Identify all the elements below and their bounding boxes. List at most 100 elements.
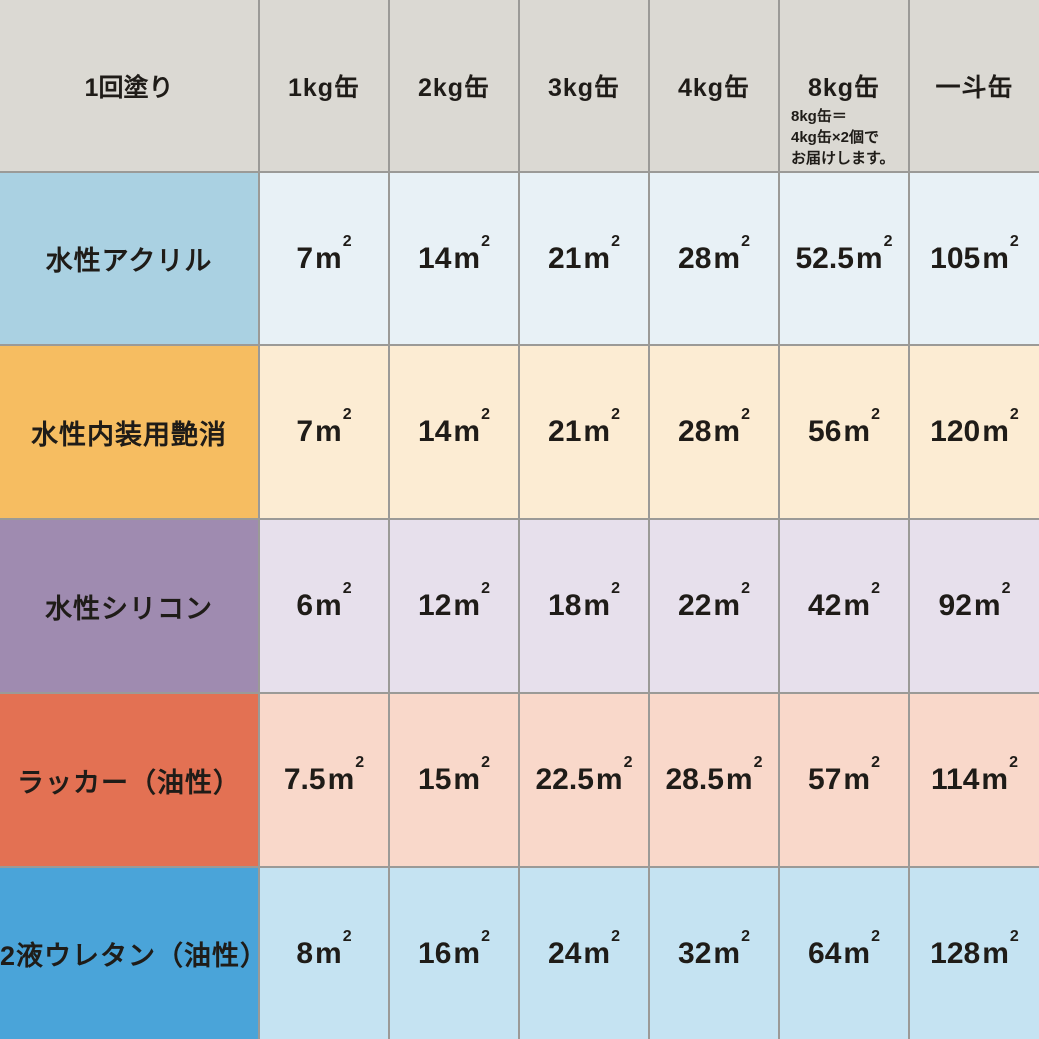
unit-sqm: m2 bbox=[583, 232, 620, 275]
header-cell-4kg: 4kg缶 bbox=[650, 0, 778, 171]
value-cell: 21 m2 bbox=[520, 173, 648, 344]
coverage-value: 128 bbox=[930, 936, 981, 970]
value-cell: 24 m2 bbox=[520, 868, 648, 1039]
header-cell-coat-count: 1回塗り bbox=[0, 0, 258, 171]
value-cell: 42 m2 bbox=[780, 520, 908, 692]
header-cell-3kg: 3kg缶 bbox=[520, 0, 648, 171]
row-label-text: 2液ウレタン（油性） bbox=[0, 941, 258, 971]
coverage-value: 42 bbox=[808, 589, 842, 622]
value-cell: 14 m2 bbox=[390, 173, 518, 344]
unit-sqm: m2 bbox=[982, 927, 1019, 970]
unit-sqm: m2 bbox=[982, 406, 1019, 449]
value-cell: 28 m2 bbox=[650, 346, 778, 518]
value-cell: 57 m2 bbox=[780, 694, 908, 866]
column-label: 2kg缶 bbox=[417, 73, 491, 102]
coverage-value: 15 bbox=[418, 763, 452, 796]
coverage-value: 12 bbox=[418, 589, 452, 622]
unit-sqm: m2 bbox=[725, 754, 763, 797]
unit-sqm: m2 bbox=[855, 232, 893, 275]
column-label: 3kg缶 bbox=[547, 73, 621, 102]
coverage-value: 64 bbox=[808, 936, 842, 970]
column-label: 8kg缶 bbox=[807, 73, 881, 102]
unit-sqm: m2 bbox=[843, 406, 880, 449]
unit-sqm: m2 bbox=[453, 754, 490, 797]
value-cell: 21 m2 bbox=[520, 346, 648, 518]
header-cell-1kg: 1kg缶 bbox=[260, 0, 388, 171]
value-cell: 16 m2 bbox=[390, 868, 518, 1039]
coverage-value: 120 bbox=[930, 415, 981, 448]
value-cell: 22 m2 bbox=[650, 520, 778, 692]
value-cell: 114 m2 bbox=[910, 694, 1039, 866]
coverage-value: 52.5 bbox=[795, 241, 854, 275]
unit-sqm: m2 bbox=[843, 754, 880, 797]
header-cell-itto: 一斗缶 bbox=[910, 0, 1039, 171]
unit-sqm: m2 bbox=[453, 580, 490, 623]
unit-sqm: m2 bbox=[315, 580, 352, 623]
coverage-value: 7 bbox=[296, 241, 314, 275]
unit-sqm: m2 bbox=[981, 754, 1018, 797]
note-line: 8kg缶＝ bbox=[791, 108, 847, 125]
coverage-value: 14 bbox=[418, 415, 452, 448]
value-cell: 28.5 m2 bbox=[650, 694, 778, 866]
value-cell: 22.5 m2 bbox=[520, 694, 648, 866]
value-cell: 7 m2 bbox=[260, 346, 388, 518]
row-label-water-interior-matte: 水性内装用艶消 bbox=[0, 346, 258, 518]
coverage-value: 28 bbox=[678, 241, 712, 275]
coverage-value: 21 bbox=[548, 415, 582, 448]
coverage-value: 22 bbox=[678, 589, 712, 622]
value-cell: 7 m2 bbox=[260, 173, 388, 344]
coverage-value: 28 bbox=[678, 415, 712, 448]
unit-sqm: m2 bbox=[713, 406, 750, 449]
row-label-text: 水性アクリル bbox=[45, 246, 213, 276]
row-label-text: 水性内装用艶消 bbox=[31, 419, 227, 450]
column-label: 1kg缶 bbox=[287, 73, 361, 102]
value-cell: 32 m2 bbox=[650, 868, 778, 1039]
coverage-value: 24 bbox=[548, 936, 582, 970]
unit-sqm: m2 bbox=[583, 927, 620, 970]
unit-sqm: m2 bbox=[713, 927, 750, 970]
unit-sqm: m2 bbox=[982, 232, 1019, 275]
8kg-delivery-note: 8kg缶＝ 4kg缶×2個で お届けします。 bbox=[791, 106, 895, 169]
coverage-value: 105 bbox=[930, 241, 981, 275]
coverage-value: 92 bbox=[938, 589, 972, 622]
unit-sqm: m2 bbox=[713, 580, 750, 623]
column-label: 4kg缶 bbox=[677, 73, 751, 102]
coverage-value: 7.5 bbox=[283, 763, 326, 796]
unit-sqm: m2 bbox=[713, 232, 750, 275]
note-line: お届けします。 bbox=[791, 150, 895, 167]
value-cell: 92 m2 bbox=[910, 520, 1039, 692]
value-cell: 6 m2 bbox=[260, 520, 388, 692]
note-line: 4kg缶×2個で bbox=[791, 129, 879, 146]
row-label-text: 水性シリコン bbox=[45, 593, 213, 624]
corner-label: 1回塗り bbox=[84, 73, 174, 102]
unit-sqm: m2 bbox=[973, 580, 1011, 623]
coverage-value: 16 bbox=[418, 936, 452, 970]
value-cell: 105 m2 bbox=[910, 173, 1039, 344]
header-cell-8kg: 8kg缶 8kg缶＝ 4kg缶×2個で お届けします。 bbox=[780, 0, 908, 171]
coverage-value: 57 bbox=[808, 763, 842, 796]
value-cell: 8 m2 bbox=[260, 868, 388, 1039]
coverage-value: 56 bbox=[808, 415, 842, 448]
coverage-value: 22.5 bbox=[535, 763, 594, 796]
row-label-water-silicone: 水性シリコン bbox=[0, 520, 258, 692]
unit-sqm: m2 bbox=[315, 927, 352, 970]
value-cell: 15 m2 bbox=[390, 694, 518, 866]
column-label: 一斗缶 bbox=[935, 73, 1014, 102]
coverage-value: 7 bbox=[296, 415, 314, 448]
value-cell: 128 m2 bbox=[910, 868, 1039, 1039]
coverage-value: 6 bbox=[296, 589, 314, 622]
unit-sqm: m2 bbox=[315, 406, 352, 449]
unit-sqm: m2 bbox=[453, 232, 490, 275]
value-cell: 18 m2 bbox=[520, 520, 648, 692]
coverage-value: 28.5 bbox=[665, 763, 724, 796]
row-label-lacquer-oil: ラッカー（油性） bbox=[0, 694, 258, 866]
unit-sqm: m2 bbox=[583, 406, 620, 449]
unit-sqm: m2 bbox=[453, 406, 490, 449]
value-cell: 14 m2 bbox=[390, 346, 518, 518]
unit-sqm: m2 bbox=[595, 754, 633, 797]
unit-sqm: m2 bbox=[453, 927, 490, 970]
row-label-water-acrylic: 水性アクリル bbox=[0, 173, 258, 344]
coverage-value: 18 bbox=[548, 589, 582, 622]
unit-sqm: m2 bbox=[327, 754, 365, 797]
unit-sqm: m2 bbox=[315, 232, 352, 275]
